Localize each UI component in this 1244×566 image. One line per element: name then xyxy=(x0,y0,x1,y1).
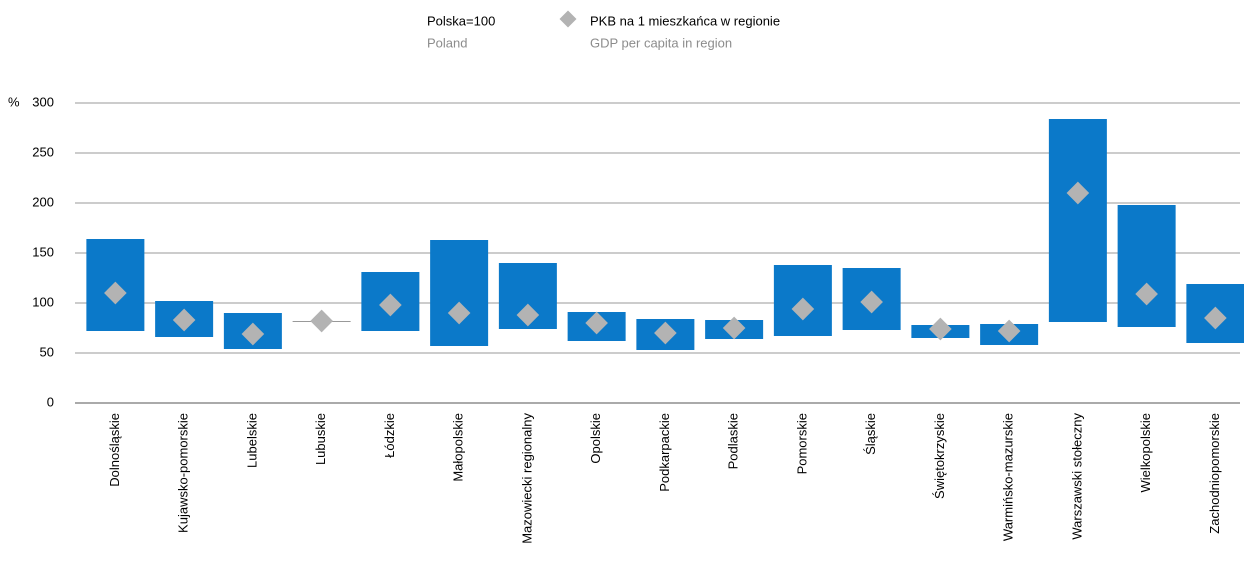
value-marker xyxy=(379,293,402,317)
x-tick-label: Podkarpackie xyxy=(657,413,672,492)
value-marker xyxy=(104,281,127,305)
x-tick-label: Śląskie xyxy=(863,413,878,455)
x-tick-label: Dolnośląskie xyxy=(107,413,122,487)
value-marker xyxy=(585,311,608,335)
y-tick-label: 100 xyxy=(32,294,54,309)
value-marker xyxy=(654,321,677,345)
value-marker xyxy=(929,317,952,341)
value-marker xyxy=(1204,306,1227,330)
value-marker xyxy=(722,316,746,340)
range-bar xyxy=(430,240,489,346)
legend-label: Polska=100 xyxy=(427,13,495,28)
y-tick-label: 250 xyxy=(32,144,54,159)
value-marker xyxy=(791,297,815,321)
x-tick-label: Świętokrzyskie xyxy=(932,413,947,499)
y-tick-label: 0 xyxy=(47,394,54,409)
x-tick-label: Warmińsko-mazurskie xyxy=(1001,413,1016,541)
value-marker xyxy=(447,301,471,325)
legend-label: PKB na 1 mieszkańca w regionie xyxy=(590,13,780,28)
value-marker xyxy=(516,303,540,327)
legend-marker xyxy=(559,10,577,28)
y-tick-label: 50 xyxy=(40,344,54,359)
value-marker xyxy=(860,290,883,314)
range-bar xyxy=(1048,119,1107,322)
legend-sublabel: GDP per capita in region xyxy=(590,35,732,50)
x-tick-label: Lubuskie xyxy=(313,413,328,465)
x-tick-label: Małopolskie xyxy=(451,413,466,482)
x-tick-label: Łódzkie xyxy=(382,413,397,458)
x-tick-label: Zachodniopomorskie xyxy=(1207,413,1222,534)
y-tick-label: 300 xyxy=(32,94,54,109)
y-tick-label: 200 xyxy=(32,194,54,209)
x-tick-label: Mazowiecki regionalny xyxy=(519,413,534,544)
x-tick-label: Pomorskie xyxy=(794,413,809,474)
value-marker xyxy=(310,309,333,333)
x-tick-label: Lubelskie xyxy=(244,413,259,468)
value-marker xyxy=(1135,282,1158,306)
x-tick-label: Podlaskie xyxy=(726,413,741,469)
value-marker xyxy=(997,319,1021,343)
y-unit: % xyxy=(8,94,20,109)
y-tick-label: 150 xyxy=(32,244,54,259)
x-tick-label: Warszawski stołeczny xyxy=(1069,413,1084,540)
x-tick-label: Opolskie xyxy=(588,413,603,464)
x-tick-label: Wielkopolskie xyxy=(1138,413,1153,492)
range-bar xyxy=(1117,205,1176,327)
x-tick-label: Kujawsko-pomorskie xyxy=(176,413,191,533)
legend-sublabel: Poland xyxy=(427,35,467,50)
